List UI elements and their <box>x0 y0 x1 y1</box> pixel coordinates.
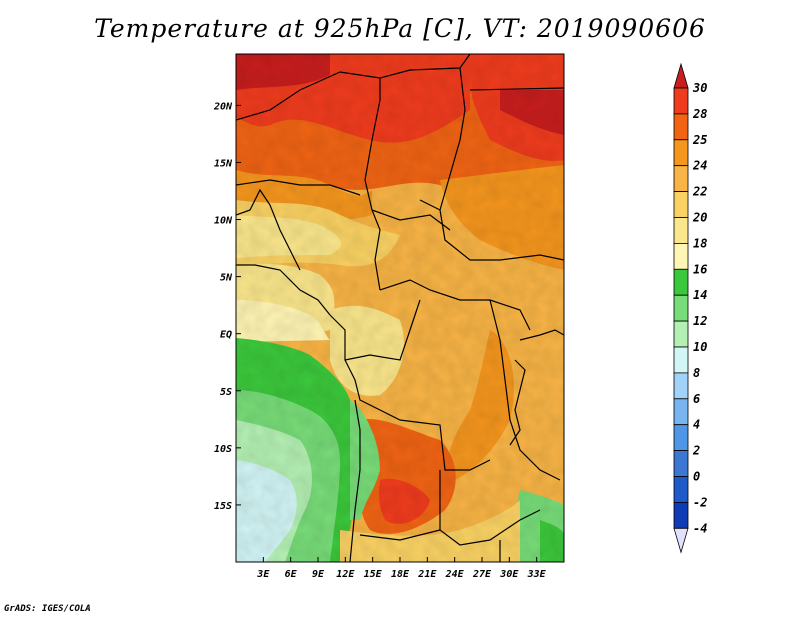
colorbar-swatch <box>673 476 689 503</box>
grads-credit: GrADS: IGES/COLA <box>4 604 91 614</box>
colorbar-swatch <box>673 372 689 400</box>
colorbar-swatch <box>673 501 689 529</box>
colorbar-level-label: 24 <box>692 159 707 173</box>
colorbar-level-label: 10 <box>693 340 707 354</box>
lon-tick-label: 6E <box>285 569 298 580</box>
lon-tick-label: 9E <box>312 569 325 580</box>
lat-tick-label: 15S <box>214 501 232 512</box>
colorbar-swatch <box>673 217 689 244</box>
colorbar-swatch <box>673 450 689 477</box>
colorbar-swatch <box>673 191 689 218</box>
colorbar-swatch <box>673 139 689 167</box>
colorbar-level-label: -4 <box>693 521 707 535</box>
colorbar-swatch <box>673 268 689 296</box>
lon-tick-label: 18E <box>391 569 410 580</box>
lon-tick-label: 27E <box>472 569 492 580</box>
colorbar-level-label: 20 <box>692 211 707 225</box>
temperature-field <box>236 54 564 562</box>
latitude-ticks: 20N 15N 10N 5N EQ 5S 10S 15S <box>213 101 241 512</box>
colorbar-swatch <box>673 294 689 322</box>
colorbar-level-label: 22 <box>692 185 707 199</box>
lat-tick-label: 5N <box>220 273 233 284</box>
colorbar-swatch <box>673 242 689 270</box>
colorbar-swatch <box>673 398 689 426</box>
lat-tick-label: EQ <box>220 330 232 341</box>
lon-tick-label: 21E <box>417 569 437 580</box>
colorbar-level-label: 4 <box>693 418 700 432</box>
colorbar-level-label: -2 <box>693 495 707 509</box>
colorbar-level-label: 14 <box>693 288 707 302</box>
colorbar-level-label: 8 <box>693 366 700 380</box>
lon-tick-label: 33E <box>527 569 547 580</box>
lat-tick-label: 20N <box>213 101 233 112</box>
colorbar-level-label: 25 <box>692 133 707 147</box>
colorbar-swatch <box>673 424 689 452</box>
lon-tick-label: 15E <box>364 569 383 580</box>
colorbar-level-label: 16 <box>693 262 707 276</box>
lat-tick-label: 15N <box>214 158 233 169</box>
colorbar-level-label: 0 <box>693 470 700 484</box>
longitude-ticks: 3E 6E 9E 12E 15E 18E 21E 24E 27E 30E 33E <box>256 557 547 580</box>
lon-tick-label: 12E <box>336 569 355 580</box>
colorbar-level-label: 2 <box>692 444 700 458</box>
colorbar-level-label: 6 <box>693 392 700 406</box>
colorbar-level-label: 28 <box>692 107 707 121</box>
lat-tick-label: 10N <box>214 216 233 227</box>
colorbar-level-label: 30 <box>692 81 707 95</box>
colorbar-level-label: 12 <box>693 314 707 328</box>
colorbar-bottom-arrow <box>673 527 689 554</box>
lon-tick-label: 24E <box>445 569 465 580</box>
lon-tick-label: 3E <box>256 569 270 580</box>
colorbar-swatch <box>673 346 689 374</box>
colorbar-top-arrow <box>673 62 689 89</box>
colorbar-swatch <box>673 165 689 192</box>
lat-tick-label: 10S <box>214 444 232 455</box>
lon-tick-label: 30E <box>499 569 519 580</box>
country-borders <box>236 54 564 562</box>
colorbar-level-label: 18 <box>693 236 707 250</box>
map-title: Temperature at 925hPa [C], VT: 201909060… <box>94 14 706 43</box>
lat-tick-label: 5S <box>220 387 232 398</box>
colorbar-swatch <box>673 87 689 115</box>
colorbar-swatch <box>673 113 689 141</box>
colorbar-swatch <box>673 320 689 348</box>
